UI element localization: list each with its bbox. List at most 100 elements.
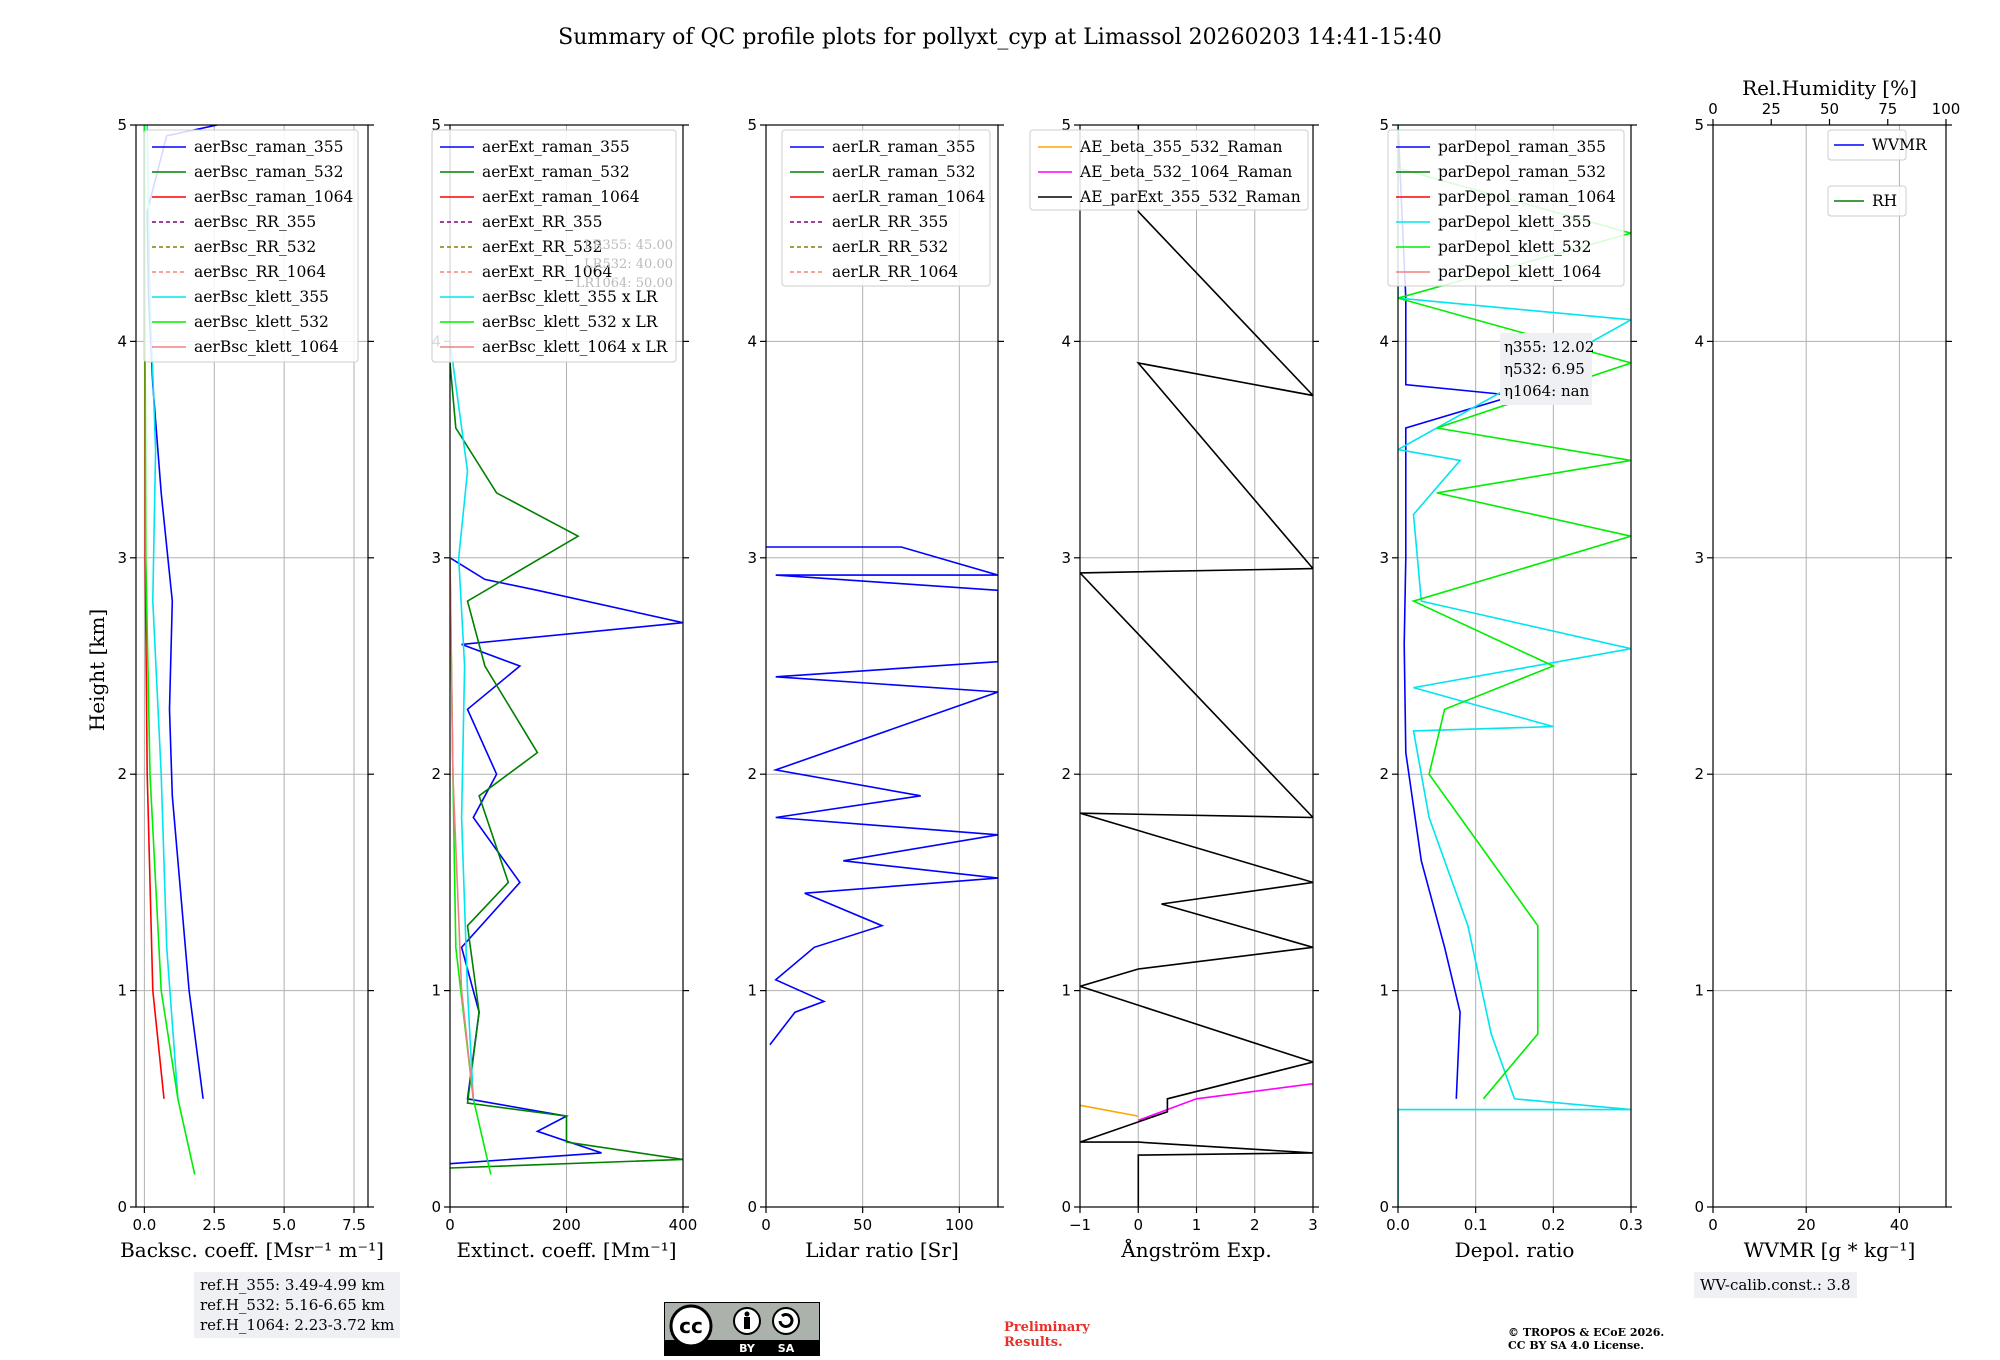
legend-box-wv-1 <box>1827 185 1907 217</box>
preliminary-note: Preliminary Results. <box>1004 1320 1090 1350</box>
ytick-label-wv-5: 5 <box>1694 116 1704 134</box>
eta-label-depol-1: η532: 6.95 <box>1504 360 1585 378</box>
top-xtick-label-wv-1: 25 <box>1762 100 1781 118</box>
legend-label-depol-3: parDepol_klett_355 <box>1438 213 1591 231</box>
top-xtick-label-wv-2: 50 <box>1820 100 1839 118</box>
xtick-label-ae-2: 1 <box>1192 1216 1202 1234</box>
ytick-label-bsc-1: 1 <box>117 982 127 1000</box>
series-line-depol-0 <box>1398 125 1515 1099</box>
xtick-label-depol-2: 0.2 <box>1541 1216 1565 1234</box>
xtick-label-ae-3: 2 <box>1250 1216 1260 1234</box>
ytick-label-depol-2: 2 <box>1379 765 1389 783</box>
legend-label-ext-7: aerBsc_klett_532 x LR <box>482 313 659 331</box>
ytick-label-lr-3: 3 <box>747 549 757 567</box>
series-line-ext-2 <box>450 341 475 1099</box>
legend-box-bsc <box>143 129 359 363</box>
legend-bsc: aerBsc_raman_355 aerBsc_raman_532 aerBsc_r… <box>143 129 359 363</box>
xtick-label-lr-1: 50 <box>853 1216 872 1234</box>
xtick-label-lr-2: 100 <box>945 1216 974 1234</box>
legend-box-depol <box>1387 129 1625 287</box>
ytick-label-ext-1: 1 <box>431 982 441 1000</box>
ytick-label-depol-4: 4 <box>1379 332 1389 350</box>
legend-label-wv-0: WVMR <box>1872 136 1928 154</box>
legend-label-depol-4: parDepol_klett_532 <box>1438 238 1591 256</box>
axes-frame-wv <box>1712 124 1947 1208</box>
legend-label-wv-1: RH <box>1872 192 1897 210</box>
series-group-ae <box>1080 125 1313 1207</box>
xtick-label-ext-0: 0 <box>445 1216 455 1234</box>
xtick-label-bsc-1: 2.5 <box>202 1216 226 1234</box>
eta-box-bg-depol <box>1500 333 1592 405</box>
legend-label-ext-4: aerExt_RR_532 <box>482 238 603 256</box>
ytick-label-ae-2: 2 <box>1061 765 1071 783</box>
panel-ext: 0200400012345Extinct. coeff. [Mm⁻¹]aerEx… <box>431 116 697 1262</box>
top-xtick-label-wv-3: 75 <box>1878 100 1897 118</box>
ytick-label-wv-1: 1 <box>1694 982 1704 1000</box>
legend-ext: aerExt_raman_355 aerExt_raman_532 aerExt_r… <box>431 129 677 363</box>
legend-label-ext-6: aerBsc_klett_355 x LR <box>482 288 659 306</box>
legend-label-ae-2: AE_parExt_355_532_Raman <box>1079 188 1301 206</box>
xtick-label-ext-2: 400 <box>669 1216 698 1234</box>
legend-label-lr-0: aerLR_raman_355 <box>832 138 975 156</box>
legend-label-depol-2: parDepol_raman_1064 <box>1438 188 1616 206</box>
xtick-label-depol-1: 0.1 <box>1464 1216 1488 1234</box>
ytick-label-depol-0: 0 <box>1379 1198 1389 1216</box>
panel-lr: 0 50 100 0 1 2 3 4 5 Lidar ratio [Sr] aerLR_raman_… <box>747 116 1004 1262</box>
legend-box-ext <box>431 129 677 363</box>
eta-label-depol-0: η355: 12.02 <box>1504 338 1594 356</box>
x-axis-label-bsc: Backsc. coeff. [Msr⁻¹ m⁻¹] <box>120 1238 384 1262</box>
eta-label-depol-2: η1064: nan <box>1504 382 1590 400</box>
copyright-line-2: CC BY SA 4.0 License. <box>1508 1339 1645 1352</box>
ytick-label-ext-2: 2 <box>431 765 441 783</box>
series-line-ext-1 <box>450 362 683 1169</box>
legend-label-bsc-5: aerBsc_RR_1064 <box>194 263 326 281</box>
series-group-ext <box>450 341 683 1175</box>
panel-bsc: 0.0 2.5 5.0 7.5 0 1 2 3 4 5 Backsc. coeff. [Msr⁻¹ … <box>117 116 383 1262</box>
cc-sa-label: SA <box>778 1342 795 1355</box>
legend-label-bsc-7: aerBsc_klett_532 <box>194 313 329 331</box>
x-axis-label-ae: Ångström Exp. <box>1120 1237 1271 1262</box>
xtick-label-ext-1: 200 <box>552 1216 581 1234</box>
series-group-depol <box>1398 125 1631 1207</box>
ytick-label-lr-4: 4 <box>747 332 757 350</box>
copyright-line-1: © TROPOS & ECoE 2026. <box>1508 1326 1665 1339</box>
legend-label-lr-5: aerLR_RR_1064 <box>832 263 958 281</box>
axes-frame-lr <box>765 124 999 1208</box>
series-line-ae-1 <box>1138 1082 1313 1122</box>
legend-box-wv-0 <box>1827 129 1907 161</box>
top-xtick-label-wv-0: 0 <box>1708 100 1718 118</box>
cc-by-label: BY <box>739 1342 756 1355</box>
legend-label-bsc-8: aerBsc_klett_1064 <box>194 338 339 356</box>
legend-label-bsc-4: aerBsc_RR_532 <box>194 238 316 256</box>
xtick-label-ae-0: −1 <box>1069 1216 1091 1234</box>
legend-label-lr-1: aerLR_raman_532 <box>832 163 975 181</box>
preliminary-line-1: Preliminary <box>1004 1320 1090 1335</box>
legend-wv: WVMR RH <box>1827 129 1928 217</box>
xtick-label-bsc-3: 7.5 <box>342 1216 366 1234</box>
refh-532: ref.H_532: 5.16-6.65 km <box>200 1296 385 1314</box>
x-axis-label-wv: WVMR [g * kg⁻¹] <box>1744 1238 1916 1262</box>
xtick-label-ae-4: 3 <box>1308 1216 1318 1234</box>
legend-label-ext-1: aerExt_raman_532 <box>482 163 630 181</box>
series-line-ext-0 <box>450 557 683 1165</box>
reference-height-box: ref.H_355: 3.49-4.99 km ref.H_532: 5.16-… <box>194 1272 401 1338</box>
wv-calib-text: WV-calib.const.: 3.8 <box>1700 1276 1851 1294</box>
cc-license-logo: cc BY SA <box>664 1302 820 1356</box>
preliminary-line-2: Results. <box>1004 1335 1063 1350</box>
lr-label-ext-2: LR1064: 50.00 <box>576 276 673 291</box>
ytick-label-wv-0: 0 <box>1694 1198 1704 1216</box>
legend-label-lr-2: aerLR_raman_1064 <box>832 188 985 206</box>
wv-calib-box: WV-calib.const.: 3.8 <box>1694 1272 1857 1298</box>
panel-depol: 0.0 0.1 0.2 0.3 0 1 2 3 4 5 Depol. ratio parDepol_r… <box>1379 116 1642 1262</box>
top-x-axis-label-wv: Rel.Humidity [%] <box>1742 76 1917 100</box>
legend-label-lr-4: aerLR_RR_532 <box>832 238 948 256</box>
xtick-label-bsc-2: 5.0 <box>272 1216 296 1234</box>
xtick-label-depol-0: 0.0 <box>1386 1216 1410 1234</box>
series-line-ext-4 <box>450 557 475 1099</box>
ytick-label-depol-5: 5 <box>1379 116 1389 134</box>
ytick-label-ext-0: 0 <box>431 1198 441 1216</box>
legend-label-bsc-2: aerBsc_raman_1064 <box>194 188 354 206</box>
x-axis-label-depol: Depol. ratio <box>1455 1238 1575 1262</box>
